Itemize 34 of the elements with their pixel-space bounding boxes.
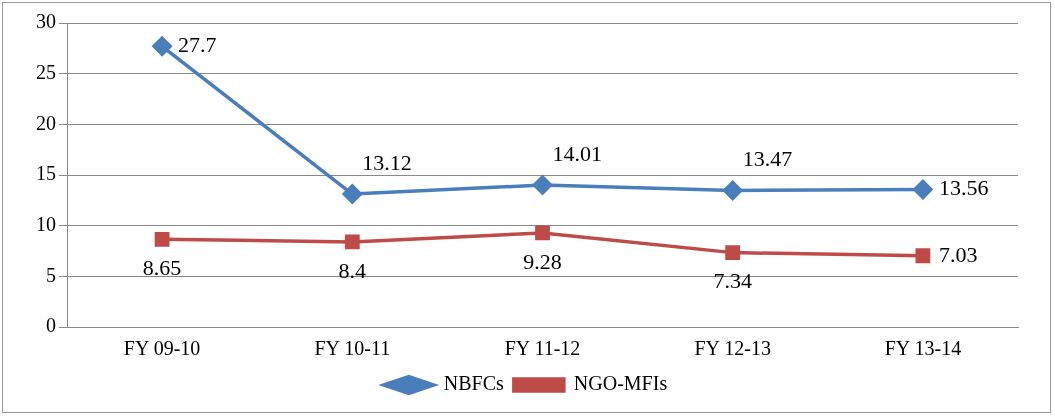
y-tick-label: 20 — [36, 111, 56, 134]
data-label: 8.65 — [142, 255, 182, 281]
legend-label: NBFCs — [443, 372, 505, 395]
y-tick-label: 25 — [36, 60, 56, 83]
y-tick-label: 10 — [36, 212, 56, 235]
point — [154, 231, 170, 247]
point — [725, 245, 741, 261]
data-label: 7.03 — [938, 241, 978, 267]
point — [344, 234, 360, 250]
x-tick-label: FY 11-12 — [504, 337, 581, 360]
data-label: 9.28 — [523, 248, 562, 274]
data-label: 7.34 — [713, 268, 752, 294]
x-tick-label: FY 10-11 — [314, 337, 391, 360]
data-label: 13.56 — [938, 175, 989, 201]
y-tick-label: 0 — [46, 314, 56, 337]
data-label: 13.47 — [742, 146, 793, 172]
y-tick-label: 15 — [36, 162, 56, 185]
point — [913, 179, 933, 200]
data-label: 14.01 — [552, 140, 602, 166]
point — [152, 36, 172, 57]
legend-label: NGO-MFIs — [573, 372, 668, 395]
data-label: 27.7 — [178, 32, 217, 58]
y-tick-label: 5 — [46, 263, 56, 286]
point — [915, 248, 931, 264]
y-tick-label: 30 — [36, 10, 56, 33]
point — [532, 175, 553, 195]
point — [535, 225, 550, 241]
x-tick-label: FY 13-14 — [884, 337, 962, 360]
x-tick-label: FY 09-10 — [123, 337, 201, 360]
x-tick-label: FY 12-13 — [694, 337, 771, 360]
point — [342, 184, 363, 204]
point — [722, 180, 743, 201]
data-label: 8.4 — [338, 257, 367, 283]
data-label: 13.12 — [362, 149, 412, 175]
